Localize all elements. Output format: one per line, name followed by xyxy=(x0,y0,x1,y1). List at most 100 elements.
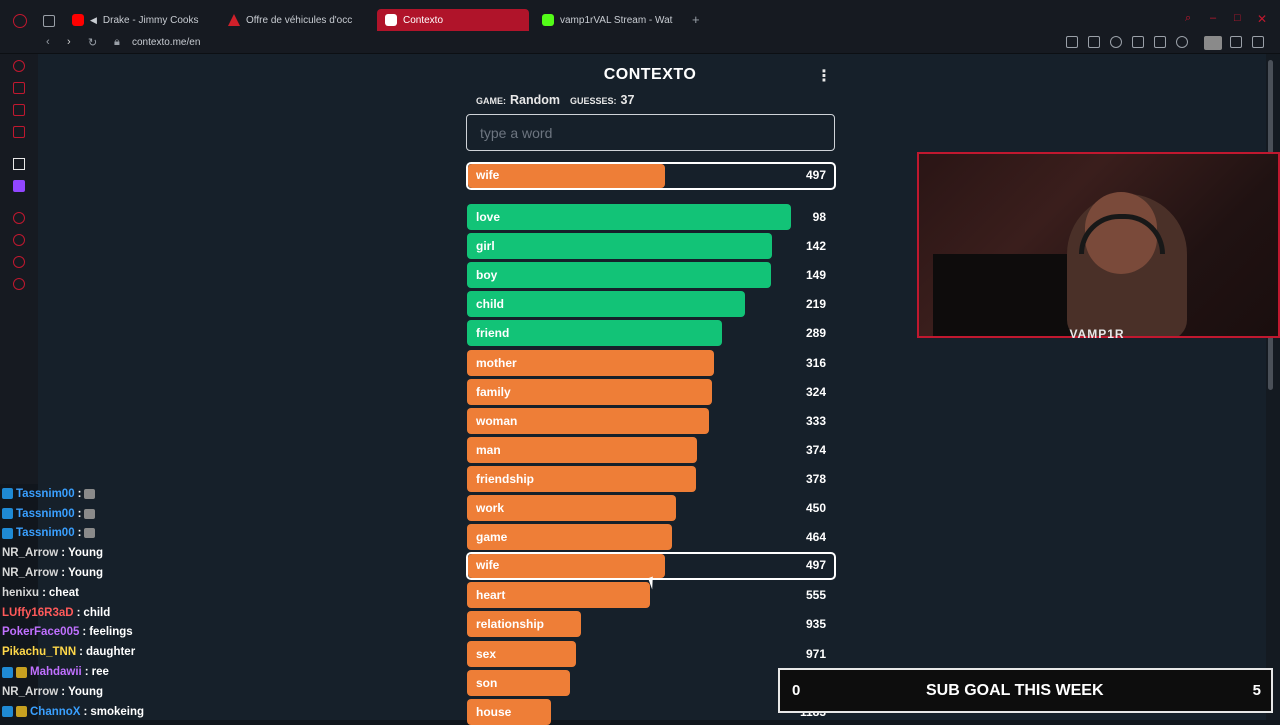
guess-number: 149 xyxy=(805,268,826,283)
chat-username: LUffy16R3aD xyxy=(2,606,74,619)
heart-icon[interactable] xyxy=(1176,36,1188,48)
back-icon[interactable]: ‹ xyxy=(46,36,50,48)
chat-separator: : xyxy=(42,586,46,599)
chat-separator: : xyxy=(61,685,66,698)
guess-number: 971 xyxy=(805,646,826,661)
url-field[interactable]: contexto.me/en xyxy=(132,37,201,48)
guess-word: work xyxy=(476,501,505,515)
chat-separator: : xyxy=(77,487,82,500)
translate-icon[interactable] xyxy=(1132,36,1144,48)
sub-goal-widget: 0 SUB GOAL THIS WEEK 5 xyxy=(778,668,1273,713)
speaker-icon: ◀ xyxy=(90,14,97,25)
lock-icon: 🔒︎ xyxy=(114,36,120,48)
tab-stream[interactable]: vamp1rVAL Stream - Wat xyxy=(534,9,686,31)
chat-username: Tassnim00 xyxy=(16,507,75,520)
cam-label: VAMP1R xyxy=(1069,327,1125,341)
tab-contexto[interactable]: Contexto xyxy=(377,9,529,31)
guess-row: relationship 935 xyxy=(466,611,836,638)
last-guess-row: wife 497 xyxy=(466,162,836,190)
sub-goal-current: 0 xyxy=(792,682,801,699)
sub-badge-icon xyxy=(16,706,27,718)
guess-row: girl 142 xyxy=(466,233,836,260)
guess-row: friendship 378 xyxy=(466,465,836,492)
guess-word: sex xyxy=(476,646,497,661)
guesses-label: GUESSES: xyxy=(570,96,617,106)
shopping-icon[interactable] xyxy=(13,82,25,94)
chat-username: Mahdawii xyxy=(30,666,82,679)
chat-separator: : xyxy=(83,705,88,718)
guess-word: mother xyxy=(476,355,517,370)
maximize-icon[interactable]: □ xyxy=(1234,12,1241,24)
clock-icon[interactable] xyxy=(13,234,25,246)
guess-bar xyxy=(467,378,712,405)
guesses-value: 37 xyxy=(620,93,635,107)
search-tabs-icon[interactable]: ⌕ xyxy=(1185,12,1192,24)
word-input[interactable] xyxy=(466,114,835,151)
chat-separator: : xyxy=(84,666,89,679)
tab-workspace-icon[interactable] xyxy=(43,15,55,27)
guess-row: woman 333 xyxy=(466,407,836,434)
mail-icon[interactable] xyxy=(13,126,25,138)
aria-icon[interactable] xyxy=(13,158,25,170)
player-icon[interactable] xyxy=(1154,36,1166,48)
chat-username: henixu xyxy=(2,586,40,599)
chat-separator: : xyxy=(77,527,82,540)
pin-icon[interactable] xyxy=(1066,36,1078,48)
history-icon[interactable] xyxy=(13,60,25,72)
last-guess-number: 497 xyxy=(805,168,826,182)
webcam-overlay xyxy=(917,152,1280,338)
download-icon[interactable] xyxy=(1230,36,1242,48)
last-guess-word: wife xyxy=(476,168,500,182)
guess-bar xyxy=(467,495,676,521)
chat-text: feelings xyxy=(89,626,133,639)
guess-bar xyxy=(467,524,672,551)
menu-icon[interactable] xyxy=(1252,36,1264,48)
chat-text: cheat xyxy=(48,586,79,599)
guess-row: heart 555 xyxy=(466,582,836,609)
guess-number: 555 xyxy=(805,588,826,603)
minimize-icon[interactable]: – xyxy=(1210,12,1217,24)
snapshot-icon[interactable] xyxy=(1088,36,1100,48)
warning-icon xyxy=(228,14,240,26)
guess-number: 333 xyxy=(805,413,826,428)
close-icon[interactable]: ✕ xyxy=(1257,12,1268,26)
guess-row: friend 289 xyxy=(466,320,836,347)
chat-username: PokerFace005 xyxy=(2,626,80,639)
guess-bar xyxy=(467,669,570,696)
guess-word: son xyxy=(476,675,498,690)
tab-vehicles[interactable]: Offre de véhicules d'occ xyxy=(220,9,372,31)
prime-badge-icon xyxy=(2,706,13,718)
chat-message: NR_Arrow: Young xyxy=(2,543,252,563)
browser-tab-bar: ◀ Drake - Jimmy Cooks Offre de véhicules… xyxy=(0,0,1280,32)
twitch-icon[interactable] xyxy=(13,180,25,192)
game-value: Random xyxy=(510,93,560,107)
guess-word: game xyxy=(476,530,508,545)
guess-number: 464 xyxy=(805,530,826,545)
reload-icon[interactable]: ↻ xyxy=(88,37,98,49)
chat-username: NR_Arrow xyxy=(2,685,59,698)
guess-number: 219 xyxy=(805,297,826,312)
more-menu-icon[interactable]: ⋮ xyxy=(816,68,832,85)
new-tab-button[interactable]: + xyxy=(692,12,700,27)
avatar[interactable] xyxy=(1204,36,1222,50)
settings-icon[interactable] xyxy=(13,278,25,290)
chat-message: PokerFace005: feelings xyxy=(2,623,252,643)
messenger-icon[interactable] xyxy=(13,104,25,116)
contexto-icon xyxy=(385,14,397,26)
extensions-icon[interactable] xyxy=(13,256,25,268)
chat-message: Mahdawii: ree xyxy=(2,662,252,682)
guess-number: 378 xyxy=(805,471,826,486)
prime-badge-icon xyxy=(2,527,13,539)
forward-icon[interactable]: › xyxy=(67,36,71,48)
guess-word: child xyxy=(476,297,505,312)
chat-message: Tassnim00: xyxy=(2,484,252,504)
guess-number: 497 xyxy=(805,558,826,573)
guess-row: man 374 xyxy=(466,436,836,463)
opera-logo-icon[interactable] xyxy=(13,14,27,28)
adblock-icon[interactable] xyxy=(1110,36,1122,48)
guess-number: 142 xyxy=(805,239,826,254)
guess-bar xyxy=(467,204,791,230)
player-sidebar-icon[interactable] xyxy=(13,212,25,224)
tab-youtube[interactable]: ◀ Drake - Jimmy Cooks xyxy=(64,9,214,31)
guess-bar xyxy=(467,640,576,667)
